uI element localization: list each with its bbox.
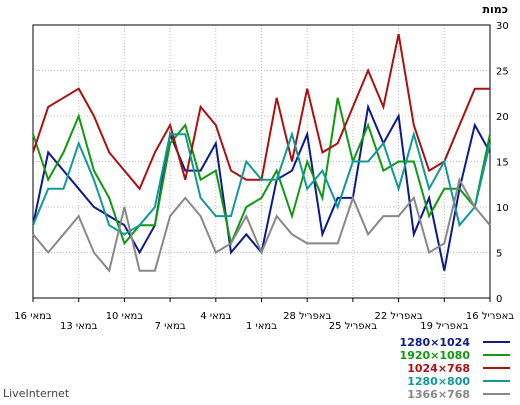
legend-label-4: 1366×768 <box>407 388 470 401</box>
axes: 0 5 10 15 20 25 30 16 במאי 13 במאי 10 במאי 7 במאי 4… <box>14 21 514 332</box>
y-tick-label: 30 <box>496 21 509 32</box>
legend-label-3: 1280×800 <box>407 375 470 388</box>
x-tick-label: 28 באפריל <box>283 311 331 322</box>
brand-text: LiveInternet <box>3 387 70 400</box>
legend-label-1: 1920×1080 <box>400 349 471 362</box>
y-axis-label: כמות <box>483 3 508 16</box>
y-tick-label: 25 <box>496 67 509 78</box>
x-tick-label: 22 באפריל <box>375 311 423 322</box>
series-line-3 <box>32 130 491 236</box>
plot-frame <box>32 24 491 299</box>
y-tick-label: 20 <box>496 112 509 123</box>
series-line-2 <box>32 33 490 191</box>
legend-label-2: 1024×768 <box>407 362 470 375</box>
x-tick-label: 25 באפריל <box>329 321 377 332</box>
x-tick-label: 16 במאי <box>14 311 52 322</box>
x-tick-label: 13 במאי <box>60 321 98 332</box>
y-tick-label: 15 <box>496 158 509 169</box>
series-line-1 <box>32 97 491 247</box>
x-tick-label: 4 במאי <box>200 311 231 322</box>
series-line-4 <box>32 176 491 273</box>
legend: 1280×10241920×10801024×7681280×8001366×7… <box>400 336 510 401</box>
x-tick-label: 1 במאי <box>246 321 277 332</box>
x-tick-label: 10 במאי <box>106 311 144 322</box>
x-tick-label: 19 באפריל <box>420 321 468 332</box>
x-tick-label: 16 באפריל <box>466 311 514 322</box>
series-lines <box>32 33 491 273</box>
x-tick-label: 7 במאי <box>155 321 186 332</box>
y-tick-label: 0 <box>496 294 502 305</box>
y-tick-label: 5 <box>496 249 502 260</box>
y-tick-label: 10 <box>496 203 509 214</box>
legend-label-0: 1280×1024 <box>400 336 471 349</box>
